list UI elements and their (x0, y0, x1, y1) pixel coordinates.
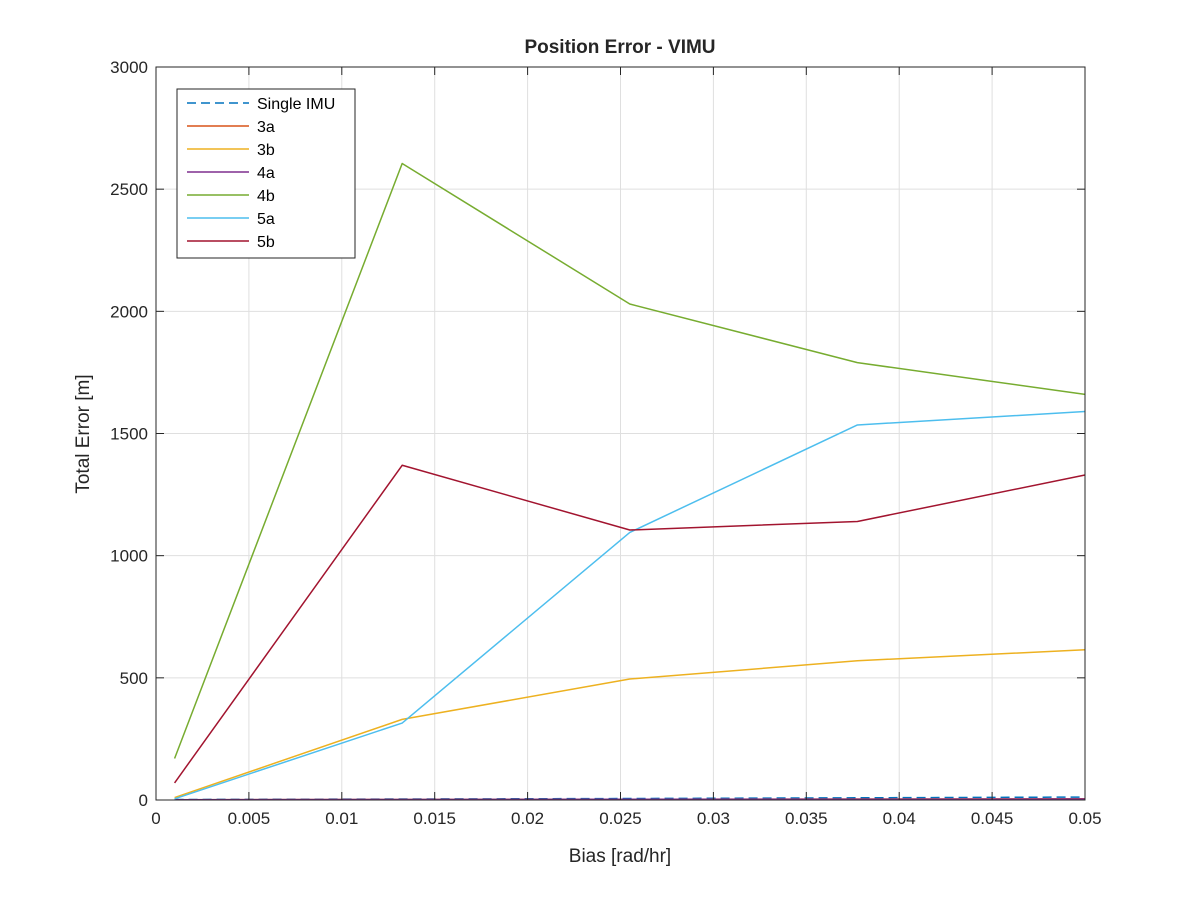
y-tick-label: 1500 (110, 425, 148, 444)
y-tick-label: 1000 (110, 547, 148, 566)
legend-label: 4b (257, 188, 275, 205)
chart-title: Position Error - VIMU (524, 37, 715, 58)
y-tick-label: 2000 (110, 302, 148, 321)
x-tick-label: 0 (151, 809, 160, 828)
series-lines (173, 162, 1086, 801)
legend-label: 5a (257, 211, 275, 228)
series-line-5b (173, 464, 1086, 784)
series-line-3b (174, 648, 1086, 799)
y-tick-label: 500 (120, 669, 148, 688)
legend-label: 4a (257, 165, 275, 182)
axes: 0 0.005 0.01 0.015 0.02 0.025 0.03 0.035 0.04 0.0… (110, 58, 1101, 828)
legend-label: 5b (257, 234, 275, 251)
legend: Single IMU 3a 3b 4a 4b 5a 5b (176, 88, 356, 259)
x-tick-label: 0.005 (228, 809, 271, 828)
y-tick-label: 0 (139, 791, 148, 810)
series-line-4b (173, 162, 1086, 759)
y-tick-label: 3000 (110, 58, 148, 77)
x-tick-label: 0.045 (971, 809, 1014, 828)
x-tick-label: 0.035 (785, 809, 828, 828)
y-axis-label: Total Error [m] (73, 374, 94, 493)
x-tick-label: 0.04 (883, 809, 916, 828)
series-line-5a (174, 410, 1086, 800)
x-tick-label: 0.015 (413, 809, 456, 828)
y-tick-label: 2500 (110, 180, 148, 199)
legend-label: 3a (257, 119, 275, 136)
x-tick-label: 0.02 (511, 809, 544, 828)
legend-label: Single IMU (257, 96, 335, 113)
legend-box (176, 88, 356, 259)
x-tick-label: 0.01 (325, 809, 358, 828)
x-axis-label: Bias [rad/hr] (569, 846, 671, 867)
x-tick-label: 0.05 (1068, 809, 1101, 828)
x-tick-label: 0.03 (697, 809, 730, 828)
legend-label: 3b (257, 142, 275, 159)
x-tick-label: 0.025 (599, 809, 642, 828)
